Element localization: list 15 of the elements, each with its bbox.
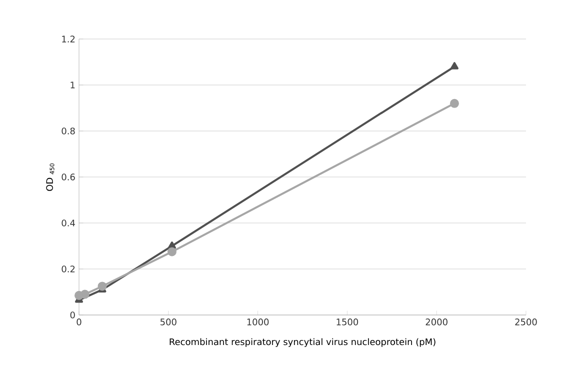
- y-tick-label: 0.2: [62, 266, 75, 272]
- y-tick-label: 0.4: [62, 220, 75, 226]
- y-tick-label: 1.2: [62, 36, 75, 42]
- x-tick-label: 1500: [336, 318, 358, 326]
- x-tick-label: 1000: [247, 318, 269, 326]
- x-tick-label: 2500: [515, 318, 537, 326]
- x-axis-title: Recombinant respiratory syncytial virus nucleoprotein (pM): [170, 338, 436, 347]
- y-axis-title: OD $_{450}$: [46, 163, 54, 191]
- y-tick-label: 0: [70, 312, 75, 318]
- y-tick-label: 0.6: [62, 174, 75, 180]
- y-tick-label: 0.8: [62, 128, 75, 134]
- x-tick-label: 2000: [426, 318, 448, 326]
- x-tick-label: 500: [160, 318, 176, 326]
- x-tick-label: 0: [76, 318, 82, 326]
- y-tick-label: 1: [70, 82, 75, 88]
